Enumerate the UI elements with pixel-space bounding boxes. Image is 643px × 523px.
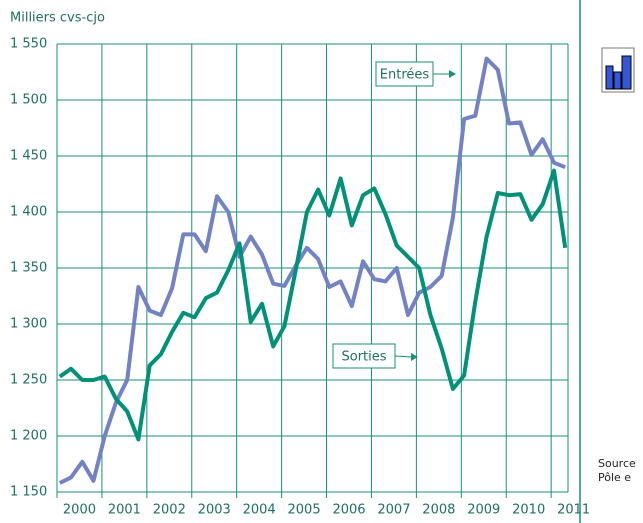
annotation-arrow	[394, 355, 413, 358]
x-tick-label: 2001	[108, 503, 141, 518]
x-tick-label: 2009	[467, 503, 500, 518]
y-tick-label: 1 450	[10, 149, 47, 164]
x-tick-label: 2002	[153, 503, 186, 518]
x-tick-label: 2008	[422, 503, 455, 518]
annotation-label: Sorties	[341, 350, 386, 365]
y-tick-label: 1 400	[10, 205, 47, 220]
x-tick-label: 2010	[512, 503, 545, 518]
x-tick-label: 2007	[377, 503, 410, 518]
y-tick-label: 1 350	[10, 261, 47, 276]
annotation-label: Entrées	[380, 68, 430, 83]
y-tick-label: 1 500	[10, 93, 47, 108]
source-note: Source	[598, 457, 636, 470]
x-tick-label: 2003	[198, 503, 231, 518]
y-tick-label: 1 250	[10, 373, 47, 388]
annotation-box	[332, 343, 396, 369]
line-series	[58, 56, 566, 485]
annotation-box	[375, 61, 434, 87]
annotation-arrowhead	[449, 70, 456, 78]
x-tick-label: 2011	[557, 503, 590, 518]
y-tick-label: 1 550	[10, 37, 47, 52]
y-tick-label: 1 300	[10, 317, 47, 332]
chart-icon	[601, 47, 635, 93]
x-tick-label: 2000	[63, 503, 96, 518]
chart-title: Milliers cvs-cjo	[10, 11, 105, 26]
y-tick-label: 1 150	[10, 485, 47, 500]
x-tick-label: 2005	[288, 503, 321, 518]
source-note: Pôle e	[598, 471, 631, 484]
line-series	[58, 168, 568, 442]
x-tick-label: 2006	[332, 503, 365, 518]
y-tick-label: 1 200	[10, 429, 47, 444]
x-tick-label: 2004	[243, 503, 276, 518]
annotation-arrowhead	[411, 353, 418, 361]
